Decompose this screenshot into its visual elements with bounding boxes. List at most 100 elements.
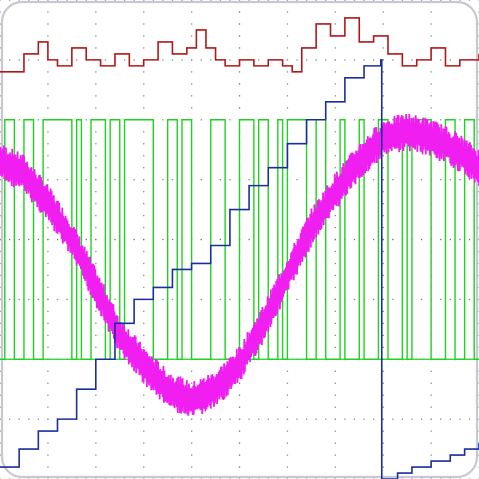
- grid-dot: [334, 442, 336, 444]
- grid-dot: [143, 346, 145, 348]
- grid-dot: [392, 298, 394, 301]
- grid-dot: [47, 262, 49, 265]
- grid-dot: [296, 238, 298, 241]
- grid-dot: [143, 418, 145, 420]
- grid-dot: [334, 310, 336, 313]
- grid-dot: [382, 95, 384, 97]
- grid-dot: [430, 35, 432, 37]
- grid-dot: [430, 95, 432, 97]
- grid-dot: [382, 191, 384, 193]
- grid-dot: [382, 214, 384, 217]
- grid-dot: [382, 167, 384, 169]
- grid-dot: [382, 310, 384, 313]
- grid-dot: [47, 143, 49, 145]
- grid-dot: [28, 298, 30, 301]
- grid-dot: [305, 418, 308, 420]
- grid-dot: [334, 334, 336, 336]
- grid-dot: [286, 35, 289, 37]
- grid-dot: [286, 406, 289, 408]
- grid-dot: [267, 418, 269, 420]
- grid-dot: [334, 95, 336, 97]
- grid-dot: [47, 107, 49, 109]
- grid-dot: [143, 35, 145, 37]
- grid-dot: [162, 238, 164, 241]
- grid-dot: [430, 406, 432, 408]
- grid-dot: [85, 418, 87, 420]
- grid-dot: [37, 418, 40, 420]
- grid-dot: [95, 107, 97, 109]
- grid-dot: [430, 23, 432, 25]
- grid-dot: [286, 0, 289, 1]
- grid-dot: [0, 95, 1, 97]
- grid-dot: [47, 250, 49, 253]
- grid-dot: [85, 179, 87, 181]
- grid-dot: [373, 119, 375, 121]
- grid-dot: [47, 238, 49, 241]
- series-2-trace: [0, 113, 479, 416]
- grid-dot: [56, 298, 59, 301]
- grid-dot: [47, 382, 49, 384]
- grid-dot: [0, 202, 1, 205]
- grid-dot: [334, 71, 336, 73]
- grid-dot: [95, 47, 97, 49]
- grid-dot: [95, 131, 97, 133]
- grid-dot: [286, 107, 289, 109]
- grid-dot: [143, 226, 145, 229]
- grid-dot: [411, 418, 413, 420]
- grid-dot: [238, 418, 241, 420]
- grid-dot: [277, 0, 279, 1]
- grid-dot: [315, 0, 317, 1]
- grid-dot: [334, 47, 336, 49]
- grid-dot: [430, 394, 432, 396]
- grid-dot: [411, 0, 413, 1]
- grid-dot: [382, 155, 384, 157]
- grid-dot: [133, 179, 135, 181]
- grid-dot: [238, 430, 241, 432]
- grid-dot: [0, 454, 1, 456]
- grid-dot: [95, 0, 97, 1]
- grid-dot: [286, 442, 289, 444]
- grid-dot: [296, 0, 298, 1]
- grid-dot: [162, 59, 164, 61]
- grid-dot: [382, 298, 384, 301]
- grid-dot: [401, 0, 404, 1]
- grid-dot: [229, 179, 231, 181]
- grid-dot: [286, 382, 289, 384]
- grid-dot: [277, 418, 279, 420]
- grid-dot: [238, 0, 241, 1]
- grid-dot: [382, 406, 384, 408]
- grid-dot: [382, 274, 384, 277]
- grid-dot: [0, 0, 1, 1]
- grid-dot: [133, 59, 135, 61]
- grid-dot: [143, 466, 145, 468]
- grid-dot: [18, 298, 20, 301]
- grid-dot: [238, 83, 241, 85]
- grid-dot: [18, 119, 20, 121]
- grid-dot: [200, 298, 202, 301]
- grid-dot: [392, 0, 394, 1]
- grid-dot: [373, 0, 375, 1]
- grid-dot: [143, 262, 145, 265]
- grid-dot: [143, 238, 145, 241]
- grid-dot: [47, 0, 49, 1]
- grid-dot: [143, 406, 145, 408]
- grid-dot: [47, 346, 49, 348]
- grid-dot: [440, 179, 442, 181]
- grid-dot: [334, 418, 336, 420]
- grid-dot: [143, 179, 145, 181]
- grid-dot: [171, 0, 174, 1]
- grid-dot: [0, 238, 1, 241]
- grid-dot: [334, 0, 336, 1]
- grid-dot: [18, 59, 20, 61]
- grid-dot: [229, 0, 231, 1]
- grid-dot: [286, 83, 289, 85]
- grid-dot: [95, 334, 97, 336]
- grid-dot: [382, 262, 384, 265]
- grid-dot: [200, 59, 202, 61]
- grid-dot: [334, 167, 336, 169]
- grid-dot: [238, 47, 241, 49]
- grid-dot: [37, 238, 40, 241]
- grid-dot: [47, 322, 49, 325]
- grid-dot: [114, 418, 116, 420]
- grid-dot: [114, 179, 116, 181]
